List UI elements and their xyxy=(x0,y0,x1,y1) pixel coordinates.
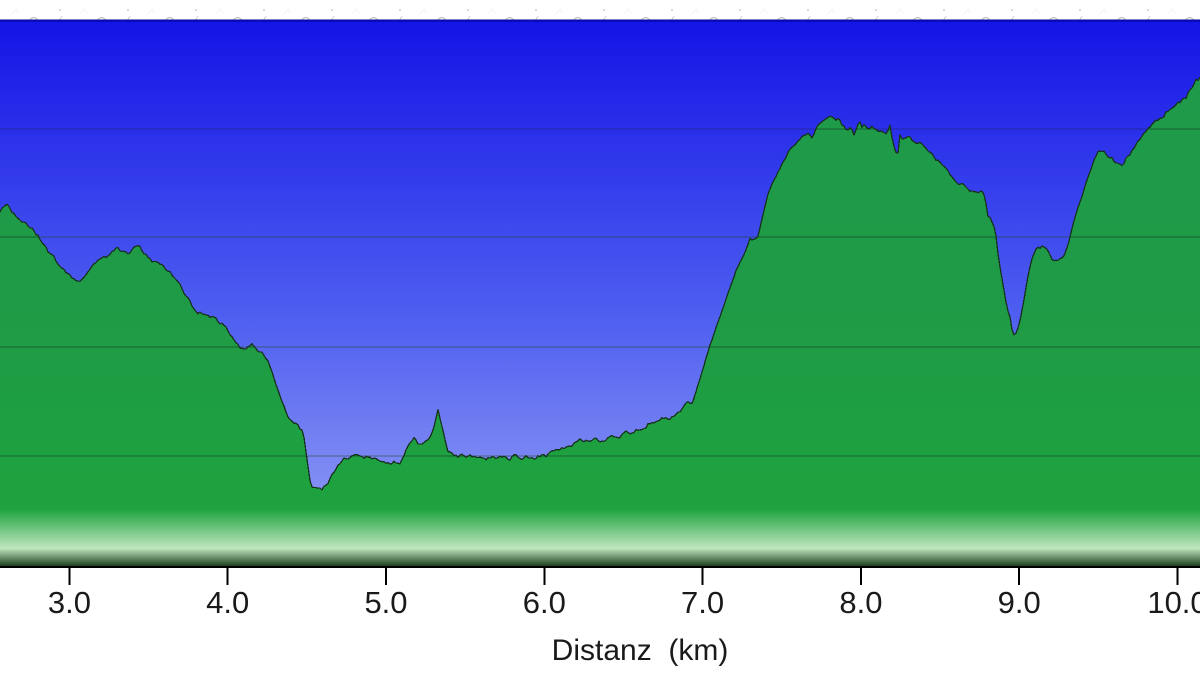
svg-text:10.0: 10.0 xyxy=(1147,585,1200,620)
svg-text:5.0: 5.0 xyxy=(364,585,407,620)
svg-text:4.0: 4.0 xyxy=(206,585,249,620)
svg-text:Distanz (km): Distanz (km) xyxy=(552,634,729,667)
svg-text:7.0: 7.0 xyxy=(681,585,724,620)
svg-text:8.0: 8.0 xyxy=(839,585,882,620)
svg-text:3.0: 3.0 xyxy=(48,585,91,620)
svg-text:9.0: 9.0 xyxy=(998,585,1041,620)
svg-text:6.0: 6.0 xyxy=(523,585,566,620)
